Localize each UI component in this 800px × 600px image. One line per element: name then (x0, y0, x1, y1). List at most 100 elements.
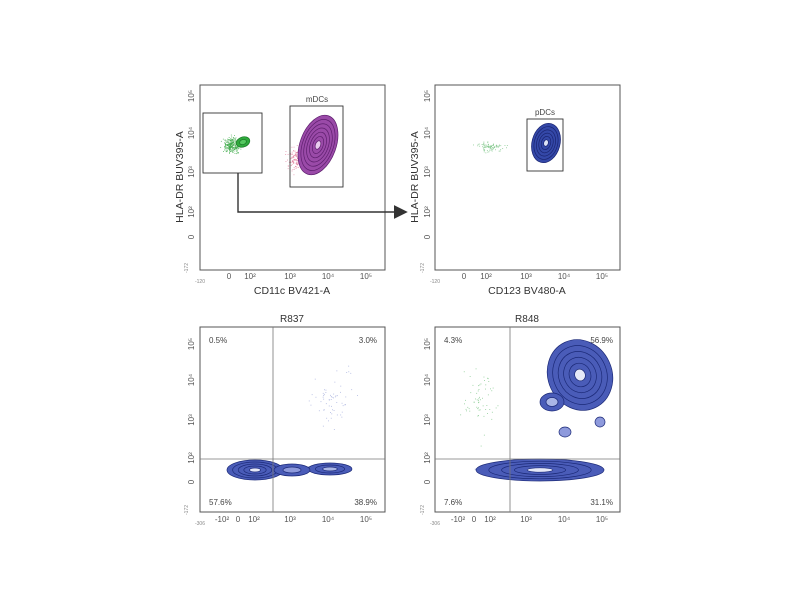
event-dot (474, 468, 476, 470)
event-dot (227, 147, 229, 149)
event-dot (230, 138, 232, 140)
event-dot (496, 146, 498, 148)
event-dot (336, 395, 338, 397)
event-dot (479, 145, 481, 147)
event-dot (232, 148, 234, 149)
event-dot (497, 145, 499, 147)
x-tick-label: 10² (484, 515, 496, 524)
y-tick-label: 10⁵ (187, 338, 196, 350)
event-dot (237, 147, 239, 148)
contour-ring (594, 416, 606, 428)
event-dot (287, 154, 289, 155)
event-dot (235, 137, 237, 139)
event-dot (329, 399, 330, 401)
event-dot (229, 152, 230, 154)
event-dot (296, 163, 298, 164)
event-dot (506, 147, 507, 149)
event-dot (334, 381, 336, 383)
x-tick-label: 10⁵ (596, 515, 608, 524)
event-dot (488, 143, 489, 145)
plot-frame-d (434, 326, 621, 513)
event-dot (231, 139, 233, 140)
event-dot (477, 390, 479, 392)
plot-frame-c (199, 326, 386, 513)
event-dot (229, 144, 230, 145)
event-dot (491, 145, 493, 147)
event-dot (483, 144, 485, 146)
event-dot (232, 152, 234, 153)
event-dot (332, 409, 333, 411)
event-dot (481, 144, 483, 145)
event-dot (297, 159, 299, 161)
event-dot (500, 145, 502, 147)
event-dot (296, 162, 298, 164)
event-dot (227, 142, 229, 143)
event-dot (333, 393, 335, 395)
event-dot (330, 412, 331, 413)
event-dot (226, 142, 228, 143)
event-dot (229, 152, 230, 154)
event-dot (340, 385, 342, 387)
event-dot (228, 145, 230, 147)
event-dot (488, 151, 490, 153)
event-dot (476, 399, 478, 401)
event-dot (483, 143, 485, 145)
event-dot (325, 389, 327, 391)
event-dot (232, 146, 233, 148)
quadrant-top-right-pct: 3.0% (359, 336, 377, 345)
event-dot (235, 150, 237, 152)
event-dot (232, 138, 234, 140)
event-dot (293, 160, 294, 162)
event-dot (341, 416, 343, 418)
event-dot (495, 145, 497, 147)
event-dot (477, 415, 479, 417)
event-dot (228, 141, 230, 143)
event-dot (288, 161, 290, 163)
event-dot (290, 154, 292, 156)
event-dot (492, 144, 493, 146)
event-dot (482, 405, 484, 407)
x-tick-label: 10² (480, 272, 492, 281)
event-dot (315, 396, 317, 398)
contour-ring (322, 466, 338, 472)
event-dot (489, 149, 491, 151)
event-dot (314, 378, 316, 380)
event-dot (230, 143, 232, 145)
event-dot (328, 405, 330, 407)
event-dot (336, 402, 338, 403)
event-dot (330, 417, 332, 419)
event-dot (499, 150, 501, 152)
quadrant-top-left-pct: 4.3% (444, 336, 462, 345)
event-dot (478, 402, 479, 404)
event-dot (483, 147, 485, 149)
event-dot (488, 145, 490, 147)
event-dot (306, 473, 308, 475)
quadrant-top-left-pct: 0.5% (209, 336, 227, 345)
event-dot (485, 384, 487, 386)
event-dot (476, 406, 478, 408)
contour-ring (558, 426, 572, 438)
event-dot (231, 142, 232, 144)
event-dot (224, 142, 226, 143)
x-tick-label: 10⁴ (322, 515, 335, 524)
event-dot (484, 149, 486, 151)
event-dot (233, 138, 235, 139)
event-dot (296, 152, 298, 153)
x-tick-label: 10⁵ (360, 272, 372, 281)
event-dot (492, 147, 494, 149)
event-dot (232, 147, 234, 149)
event-dot (232, 143, 234, 145)
event-dot (293, 155, 295, 157)
event-dot (334, 396, 336, 398)
event-dot (297, 157, 299, 159)
event-dot (346, 372, 348, 373)
scatter-dots (220, 127, 593, 476)
event-dot (293, 155, 295, 157)
event-dot (294, 155, 296, 156)
event-dot (230, 138, 232, 140)
event-dot (341, 402, 343, 404)
event-dot (229, 149, 231, 151)
event-dot (478, 143, 480, 145)
event-dot (323, 409, 325, 411)
contour-ring (574, 368, 586, 382)
